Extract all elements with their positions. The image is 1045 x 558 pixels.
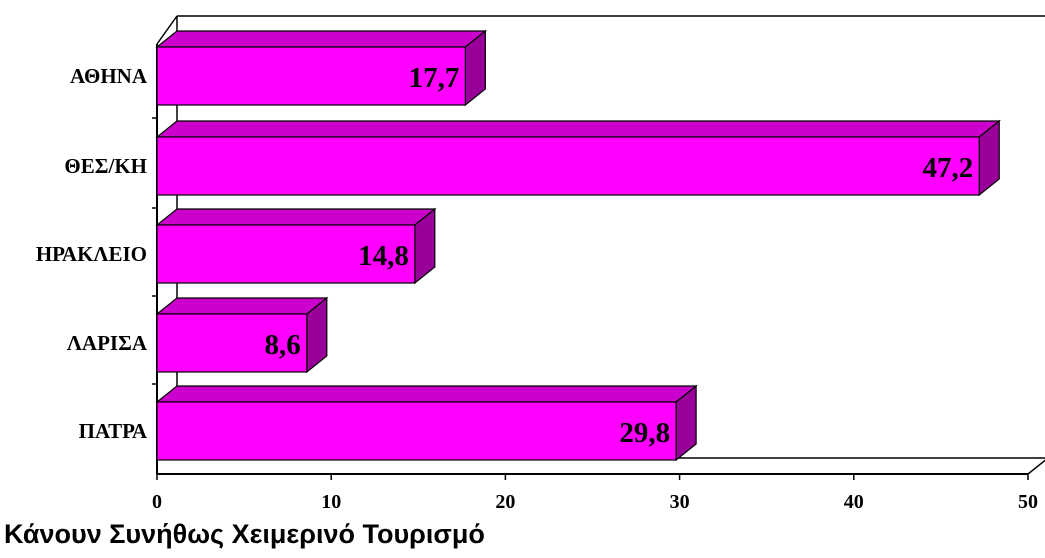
x-tick-label: 10 [321,491,341,513]
bar-top-face [155,208,437,226]
bar-top-face [155,385,698,403]
bar-3 [155,207,437,285]
bar-front-face [156,46,466,106]
x-tick-label: 30 [670,491,690,513]
bar-top-face [155,297,329,315]
x-tick-label: 20 [495,491,515,513]
bar-1 [155,29,488,107]
category-label: ΠΑΤΡΑ [79,419,148,443]
category-label: ΑΘΗΝΑ [70,64,148,88]
x-tick-label: 40 [844,491,864,513]
bar-top-face [155,120,1001,138]
bar-4 [155,296,329,374]
data-label: 17,7 [409,62,460,94]
bar-top-face [155,30,488,48]
bar-2 [155,119,1001,197]
bar-front-face [156,313,308,373]
data-label: 14,8 [358,240,409,272]
x-tick-label: 0 [152,491,162,513]
data-label: 47,2 [922,152,973,184]
category-label: ΗΡΑΚΛΕΙΟ [36,242,147,266]
bar-front-face [156,136,980,196]
bar-chart: 0 10 20 30 40 50 ΑΘΗΝΑ 17,7 ΘΕΣ/ΚΗ 47,2 ΗΡΑΚΛΕΙΟ 14… [36,15,1045,513]
y-axis-depth [156,15,178,45]
category-label: ΘΕΣ/ΚΗ [64,154,147,178]
data-label: 29,8 [619,417,670,449]
chart-labels: 0 10 20 30 40 50 ΑΘΗΝΑ 17,7 ΘΕΣ/ΚΗ 47,2 ΗΡΑΚΛΕΙΟ 14… [36,62,1038,513]
bar-5 [155,384,698,462]
chart-caption: Κάνουν Συνήθως Χειμερινό Τουρισμό [4,519,485,549]
data-label: 8,6 [265,329,301,361]
chart-bars [155,29,1001,462]
floor-right-edge [1027,459,1045,475]
category-label: ΛΑΡΙΣΑ [67,331,148,355]
x-tick-label: 50 [1018,491,1038,513]
bar-front-face [156,224,416,284]
bar-front-face [156,401,677,461]
